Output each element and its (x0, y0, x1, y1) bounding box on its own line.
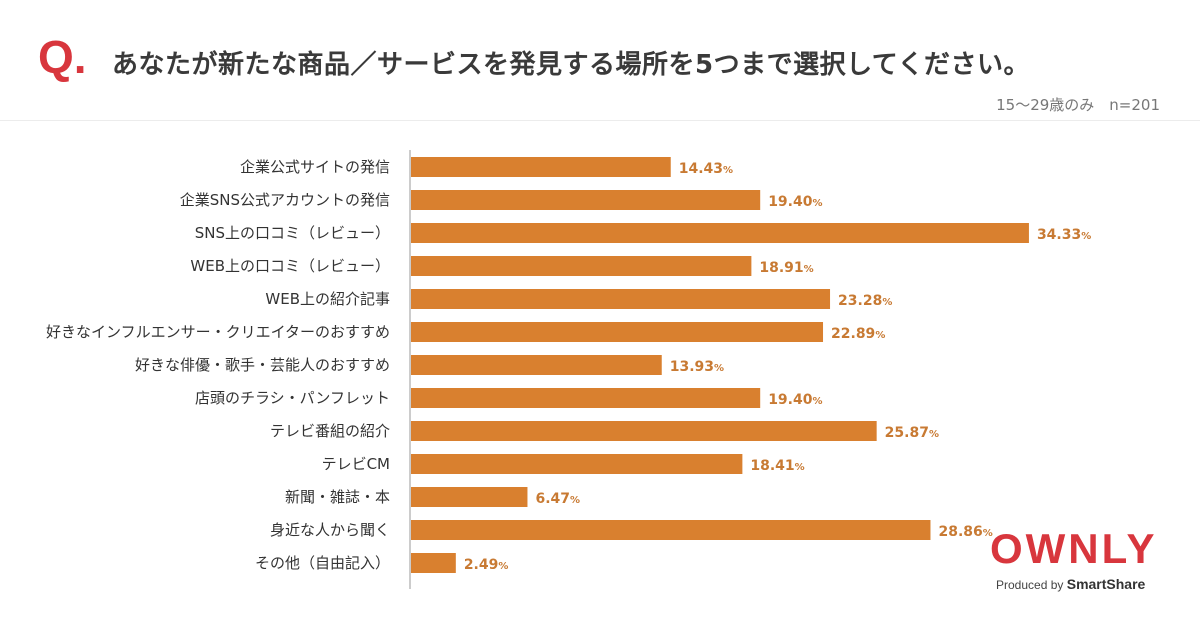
produced-by-text: Produced by (996, 578, 1064, 592)
question-mark-label: Q. (38, 31, 87, 83)
question-title: あなたが新たな商品／サービスを発見する場所を5つまで選択してください。 (112, 50, 1031, 80)
chart-header: Q. あなたが新たな商品／サービスを発見する場所を5つまで選択してください。 1… (0, 0, 1200, 121)
smartshare-text: SmartShare (1066, 576, 1146, 592)
ownly-logo: OWNLY Produced by SmartShare (990, 528, 1170, 598)
category-label: WEB上の口コミ（レビュー） (190, 257, 390, 275)
value-label: 18.91% (759, 260, 813, 276)
bar (411, 553, 456, 573)
bar (411, 388, 761, 408)
bar (411, 322, 824, 342)
value-label: 6.47% (535, 491, 580, 507)
category-label: テレビCM (322, 455, 390, 473)
category-label: 店頭のチラシ・パンフレット (195, 389, 390, 407)
sample-note: 15〜29歳のみ n=201 (996, 96, 1160, 114)
category-label: 新聞・雑誌・本 (285, 488, 390, 506)
bar (411, 289, 831, 309)
value-label: 19.40% (768, 392, 822, 408)
category-label: 企業SNS公式アカウントの発信 (180, 191, 390, 209)
bar (411, 190, 761, 210)
bar (411, 223, 1029, 243)
bar-chart: 企業公式サイトの発信 14.43% 企業SNS公式アカウントの発信 19.40% SNS… (46, 150, 1091, 589)
value-label: 19.40% (768, 194, 822, 210)
category-label: SNS上の口コミ（レビュー） (195, 224, 390, 242)
bar (411, 520, 931, 540)
bar (411, 487, 528, 507)
value-label: 14.43% (679, 161, 733, 177)
value-label: 2.49% (464, 557, 509, 573)
value-label: 28.86% (938, 524, 992, 540)
category-label: 身近な人から聞く (270, 521, 390, 539)
value-label: 34.33% (1037, 227, 1091, 243)
bar (411, 157, 671, 177)
value-label: 22.89% (831, 326, 885, 342)
category-label: その他（自由記入） (255, 554, 390, 572)
value-label: 18.41% (750, 458, 804, 474)
logo-wordmark: OWNLY (990, 525, 1158, 572)
value-label: 25.87% (885, 425, 939, 441)
bar (411, 454, 743, 474)
category-label: WEB上の紹介記事 (265, 290, 390, 308)
value-label: 13.93% (670, 359, 724, 375)
value-label: 23.28% (838, 293, 892, 309)
category-label: テレビ番組の紹介 (270, 422, 390, 440)
category-label: 好きな俳優・歌手・芸能人のおすすめ (135, 356, 390, 374)
bar (411, 355, 662, 375)
logo-credit: Produced by SmartShare (996, 576, 1145, 592)
bar (411, 421, 877, 441)
category-label: 好きなインフルエンサー・クリエイターのおすすめ (46, 323, 390, 341)
category-label: 企業公式サイトの発信 (240, 158, 390, 176)
bar (411, 256, 752, 276)
